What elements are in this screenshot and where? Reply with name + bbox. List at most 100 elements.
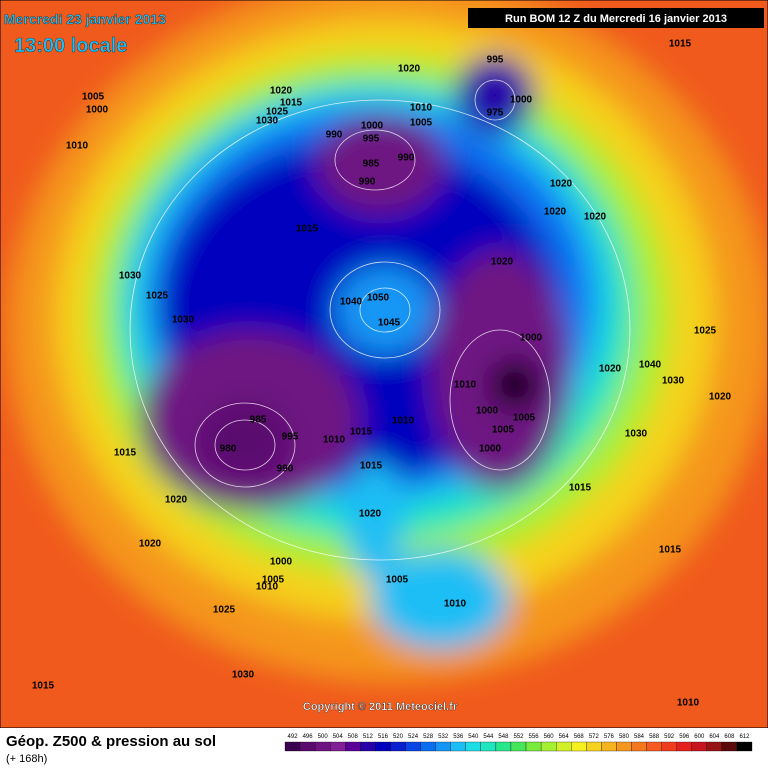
scale-label: 612 [739,734,750,740]
isobar-label: 1045 [378,318,401,329]
isobar-label: 1005 [262,575,285,586]
isobar-label: 1015 [669,39,692,50]
isobar-label: 975 [487,108,504,119]
scale-swatch [736,741,753,752]
isobar-label: 1030 [662,376,685,387]
scale-swatch [661,741,677,752]
scale-swatch [525,741,542,752]
isobar-label: 1030 [172,315,195,326]
isobar-label: 1000 [510,95,533,106]
isobar-label: 1010 [392,416,415,427]
isobar-label: 1025 [146,291,169,302]
isobar-label: 1030 [232,670,255,681]
isobar-label: 1010 [256,582,279,593]
scale-label: 552 [513,734,524,740]
scale-label: 580 [619,734,630,740]
isobar-label: 1005 [82,92,105,103]
isobar-label: 1010 [677,698,700,709]
isobar-label: 1040 [639,360,662,371]
scale-label: 512 [363,734,374,740]
scale-label: 592 [664,734,675,740]
isobar-label: 1010 [66,141,89,152]
isobar-label: 1020 [550,179,573,190]
isobar-label: 1030 [119,271,142,282]
isobar-label: 1020 [398,64,421,75]
scale-swatch [706,741,723,752]
scale-swatch [691,741,707,752]
isobar-lines [129,79,631,561]
isobar-label: 985 [250,415,267,426]
isobar-label: 995 [363,134,380,145]
isobar-label: 990 [326,130,343,141]
isobar-label: 1040 [340,297,363,308]
scale-label: 564 [559,734,570,740]
isobar-label: 1010 [454,380,477,391]
scale-label: 584 [634,734,645,740]
scale-label: 572 [589,734,600,740]
isobar-label: 985 [363,159,380,170]
isobar-label: 1030 [625,429,648,440]
isobar-label: 1000 [361,121,384,132]
scale-swatch [721,741,738,752]
isobar-label: 1005 [410,118,433,129]
scale-label: 516 [378,734,389,740]
color-scale: 492 496 500 504 508 512 516 520 524 528 532 536 540 5… [284,734,753,752]
footer-subtitle: (+ 168h) [6,753,47,765]
isobar-label: 990 [398,153,415,164]
scale-swatch [676,741,692,752]
scale-label: 608 [724,734,735,740]
scale-swatch [345,741,361,752]
isobar-label: 1025 [213,605,236,616]
copyright: Copyright © 2011 Meteociel.fr [303,701,458,713]
date: Mercredi 23 janvier 2013 [4,11,166,27]
isobar-label: 1005 [492,425,515,436]
isobar-label: 1000 [270,557,293,568]
scale-label: 560 [544,734,555,740]
scale-label: 568 [574,734,585,740]
scale-swatch [571,741,587,752]
scale-label: 524 [408,734,419,740]
scale-label: 492 [288,734,299,740]
isobar-label: 1010 [323,435,346,446]
scale-swatch [390,741,406,752]
scale-swatch [405,741,421,752]
isobar-label: 995 [487,55,504,66]
isobar-label: 980 [220,444,237,455]
scale-label: 600 [694,734,705,740]
scale-label: 496 [303,734,314,740]
isobar-label: 995 [282,432,299,443]
footer-title: Géop. Z500 & pression au sol [6,733,216,750]
isobar-labels: 1015 1005 1000 1010 1020 1015 1025 1030 1020 995 1… [32,39,732,709]
isobar-label: 1020 [491,257,514,268]
scale-swatch [480,741,497,752]
scale-label: 508 [348,734,359,740]
scale-swatch [360,741,376,752]
run-box [468,8,764,28]
scale-swatch [420,741,436,752]
scale-swatch [586,741,602,752]
scale-swatch [330,741,346,752]
isobar-label: 1050 [367,293,390,304]
scale-swatch [556,741,572,752]
scale-swatch [631,741,647,752]
isobar-label: 1015 [350,427,373,438]
isobar-label: 1020 [359,509,382,520]
scale-label: 528 [423,734,434,740]
scale-label: 548 [498,734,509,740]
isobar-label: 1015 [360,461,383,472]
scale-label: 588 [649,734,660,740]
scale-swatch [646,741,662,752]
isobar-label: 1020 [599,364,622,375]
scale-label: 596 [679,734,690,740]
isobar-label: 1000 [479,444,502,455]
time: 13:00 locale [14,35,127,57]
isobar-label: 1000 [520,333,543,344]
scale-swatch [465,741,481,752]
isobar-label: 1000 [476,406,499,417]
isobar-label: 1000 [86,105,109,116]
scale-swatch [601,741,617,752]
scale-swatch [299,741,316,752]
scale-swatch [616,741,632,752]
isobar-label: 1010 [410,103,433,114]
